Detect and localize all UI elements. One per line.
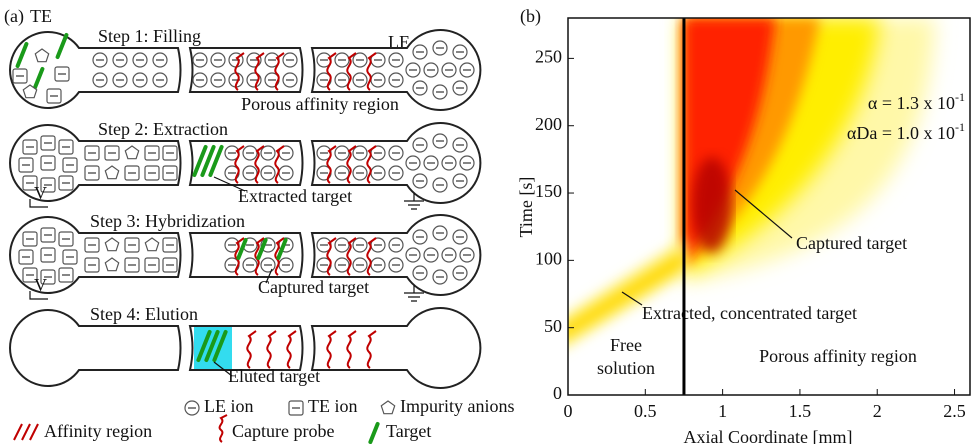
alphada-exp: -1	[955, 120, 965, 134]
figure: (a) TE LE (b) α = 1.3 x 10-1 αDa = 1.0 x…	[0, 0, 972, 444]
legend-label: Capture probe	[232, 421, 334, 441]
step-title: Step 1: Filling	[98, 26, 201, 46]
annotation: Eluted target	[228, 366, 320, 386]
alpha-text: α = 1.3 x 10-1	[868, 90, 965, 113]
voltage-label: V	[34, 275, 47, 295]
annotation: Free	[610, 335, 642, 355]
y-tick-label: 0	[553, 383, 562, 403]
x-axis-label: Axial Coordinate [mm]	[684, 427, 853, 444]
x-tick-label: 0	[564, 401, 573, 421]
annotation: Captured target	[796, 233, 907, 253]
te-label: TE	[30, 6, 52, 26]
x-tick-label: 2.5	[943, 401, 966, 421]
voltage-label: V	[34, 183, 47, 203]
legend-label: Impurity anions	[400, 396, 515, 416]
y-tick-label: 250	[535, 47, 562, 67]
legend-affinity	[14, 424, 22, 440]
step-title: Step 2: Extraction	[98, 119, 228, 139]
legend-affinity	[30, 424, 38, 440]
annotation: solution	[597, 358, 655, 378]
legend-label: TE ion	[308, 396, 358, 416]
step-title: Step 4: Elution	[90, 304, 198, 324]
annotation: Extracted, concentrated target	[642, 303, 857, 323]
legend-label: Affinity region	[44, 421, 152, 441]
legend-label: LE ion	[204, 396, 254, 416]
schematic: Step 1: Filling Porous affinity region Ste…	[10, 26, 514, 442]
panel-label: (a)	[4, 6, 24, 27]
x-tick-label: 0.5	[634, 401, 657, 421]
y-tick-label: 100	[535, 248, 562, 268]
panel-label: (b)	[520, 6, 541, 27]
target	[370, 424, 377, 442]
impurity-anion	[381, 401, 394, 414]
x-tick-label: 1.5	[789, 401, 812, 421]
x-tick-label: 2	[873, 401, 882, 421]
annotation: Porous affinity region	[759, 346, 917, 366]
legend-label: Target	[386, 421, 431, 441]
y-tick-label: 50	[544, 316, 562, 336]
x-tick-label: 1	[718, 401, 727, 421]
alphada-text: αDa = 1.0 x 10	[847, 123, 955, 143]
annotation: Captured target	[258, 277, 369, 297]
legend-affinity	[22, 424, 30, 440]
alpha-exp: -1	[955, 90, 965, 104]
heatmap	[560, 18, 935, 352]
alphada-text: αDa = 1.0 x 10-1	[847, 120, 965, 143]
step-title: Step 3: Hybridization	[90, 211, 245, 231]
annotation: Extracted target	[238, 186, 352, 206]
alpha-text: α = 1.3 x 10	[868, 93, 955, 113]
y-tick-label: 150	[535, 181, 562, 201]
channel-right	[312, 308, 480, 388]
y-tick-label: 200	[535, 114, 562, 134]
y-axis-label: Time [s]	[516, 177, 536, 238]
legend-probe	[220, 415, 227, 442]
annotation: Porous affinity region	[241, 94, 399, 114]
